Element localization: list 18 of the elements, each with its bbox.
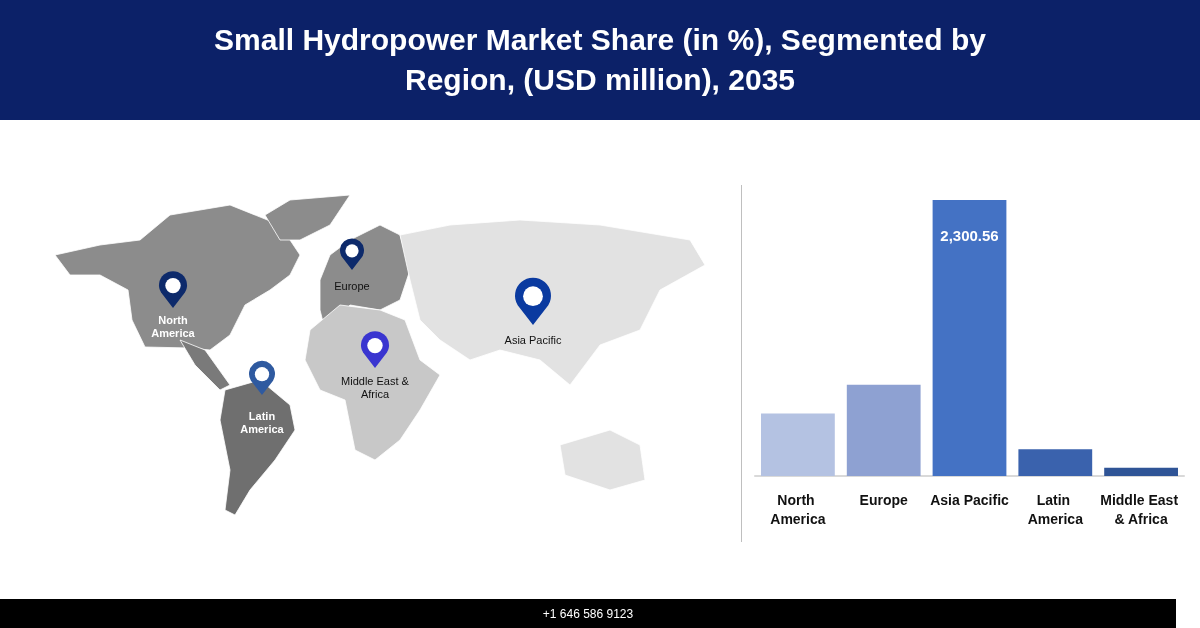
data-label: 2,300.56 [940,227,999,244]
text: Latin America [240,410,285,435]
bar [761,413,835,476]
text: +1 646 586 9123 [542,606,634,621]
bar [1104,467,1178,476]
x-tick-label: North America [770,491,826,527]
bar [846,384,921,476]
text: Europe [334,280,370,292]
text: North America [151,314,196,339]
x-tick-label: Asia Pacific [930,491,1010,508]
bar [1018,449,1093,476]
bar [932,200,1007,476]
chart-title: Small Hydropower Market Share (in %), Segmented by Region, (USD million), 2035 [213,22,987,98]
text: Asia Pacific [504,334,562,346]
x-tick-label: Europe [859,491,909,508]
x-tick-label: Latin America [1027,491,1084,527]
text: Middle East & Africa [341,375,410,400]
x-tick-label: Middle East & Africa [1100,491,1182,527]
